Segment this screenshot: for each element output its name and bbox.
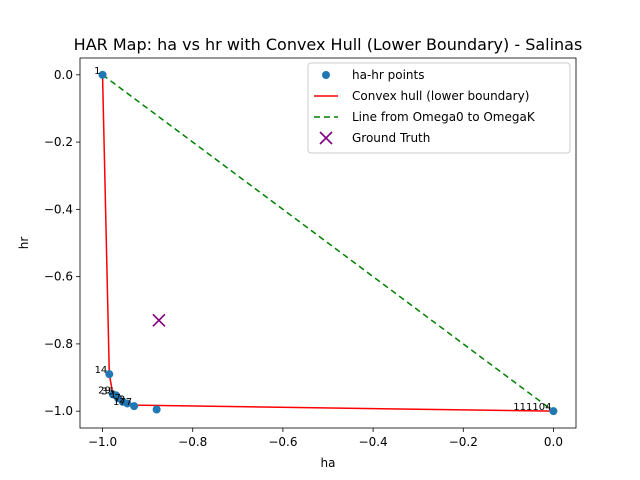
data-point [130,402,139,411]
point-label: 29 [98,385,111,396]
y-tick-label: −0.2 [44,135,73,149]
x-tick-label: 0.0 [544,435,563,449]
x-tick-label: −0.8 [178,435,207,449]
legend-label: Ground Truth [352,131,430,145]
legend-label: Line from Omega0 to OmegaK [352,110,536,124]
point-label: 7 [114,393,120,404]
legend: ha-hr points Convex hull (lower boundary)… [307,62,571,154]
x-axis-ticks: −1.0 −0.8 −0.6 −0.4 −0.2 0.0 [88,428,563,449]
data-point [152,405,161,414]
chart-title: HAR Map: ha vs hr with Convex Hull (Lowe… [74,35,583,54]
legend-label: Convex hull (lower boundary) [352,89,529,103]
point-label: 111104 [513,402,551,413]
plot-area [79,57,577,429]
y-tick-label: 0.0 [54,68,73,82]
point-label: 2 [119,394,125,405]
x-axis-label: ha [321,456,336,470]
y-tick-label: −0.4 [44,202,73,216]
data-point [98,70,107,79]
legend-marker-points [322,71,330,79]
x-tick-label: −0.2 [449,435,478,449]
legend-box [307,62,571,154]
x-tick-label: −1.0 [88,435,117,449]
y-axis-label: hr [17,237,31,250]
ground-truth-marker [152,313,166,327]
legend-marker-ground-truth [319,131,333,145]
omega-line [102,74,554,412]
x-tick-label: −0.6 [268,435,297,449]
y-tick-label: −1.0 [44,404,73,418]
point-label: 177 [113,397,132,408]
data-point [123,399,132,408]
point-label: 14 [95,365,108,376]
y-tick-label: −0.6 [44,270,73,284]
y-tick-label: −0.8 [44,337,73,351]
legend-label: ha-hr points [352,68,425,82]
point-label: 1 [94,66,100,77]
point-label: 35 [101,386,114,397]
x-tick-label: −0.4 [359,435,388,449]
data-point [549,407,558,416]
data-point [105,370,114,379]
y-axis-ticks: 0.0 −0.2 −0.4 −0.6 −0.8 −1.0 [44,68,80,418]
point-label: 1 [110,389,116,400]
